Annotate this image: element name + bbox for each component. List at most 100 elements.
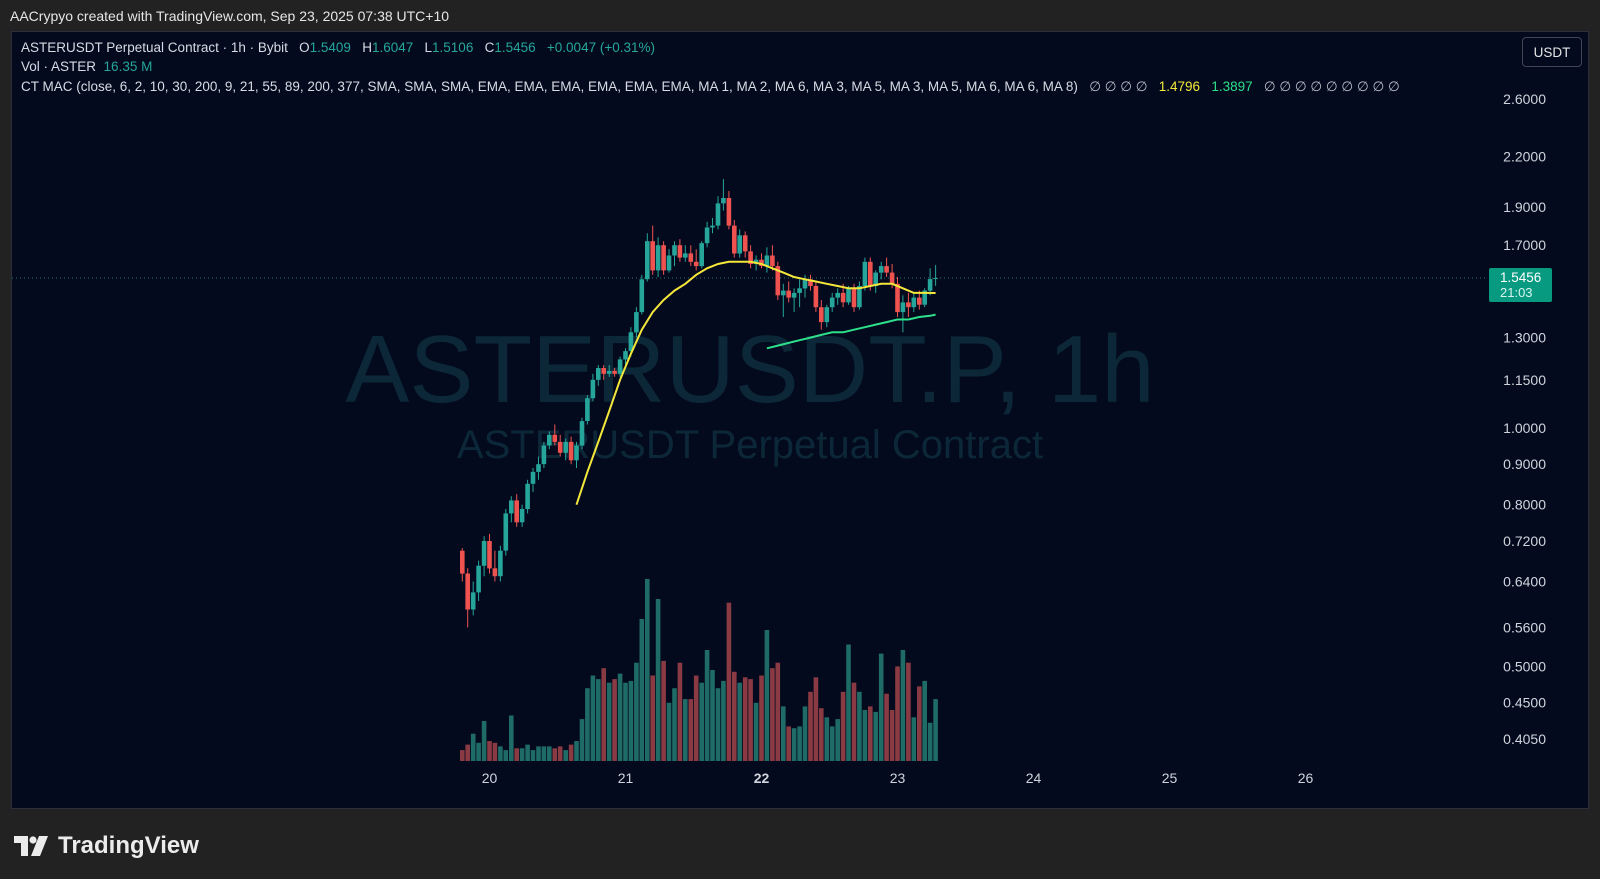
candle [503, 509, 509, 556]
y-tick-label: 1.7000 [1503, 237, 1546, 253]
volume-legend[interactable]: Vol · ASTER 16.35 M [21, 59, 152, 74]
indicator-legend[interactable]: CT MAC (close, 6, 2, 10, 30, 200, 9, 21,… [21, 79, 1400, 95]
volume-bar [612, 679, 617, 761]
volume-bar [693, 675, 699, 761]
candle [574, 441, 579, 468]
bar-countdown: 21:03 [1500, 285, 1533, 300]
candle-body [606, 370, 612, 374]
volume-bar [933, 699, 938, 761]
ma-green-line [766, 313, 936, 350]
symbol-title[interactable]: ASTERUSDT Perpetual Contract · 1h · Bybi… [21, 40, 288, 55]
ma-green-value: 1.3897 [1211, 79, 1253, 94]
candle-body [770, 255, 775, 267]
candle-body [726, 198, 732, 226]
candle-body [791, 292, 797, 298]
volume-bar [541, 746, 547, 761]
candle-body [465, 573, 470, 610]
chart-panel[interactable]: ASTERUSDT.P, 1h ASTERUSDT Perpetual Cont… [11, 31, 1589, 809]
candle-body [775, 266, 781, 296]
candle-body [650, 241, 655, 271]
candle-body [781, 290, 786, 296]
x-tick-label: 20 [482, 770, 498, 786]
candle [775, 261, 781, 300]
volume-bar [536, 746, 541, 761]
candle [476, 560, 481, 601]
volume-bar [552, 748, 558, 761]
candle [661, 241, 666, 275]
candle-body [802, 279, 808, 289]
candle [710, 218, 715, 234]
candle [460, 548, 465, 582]
candle-body [748, 251, 753, 264]
candle-body [878, 266, 884, 273]
candle-body [677, 245, 683, 258]
candle [579, 417, 585, 450]
candlestick-chart[interactable]: ASTERUSDT.P, 1h ASTERUSDT Perpetual Cont… [12, 32, 1588, 808]
volume-bar [742, 677, 748, 761]
volume-bar [645, 579, 650, 761]
volume-bar [519, 748, 525, 761]
last-price-value: 1.5456 [1500, 270, 1541, 285]
candle [557, 434, 563, 457]
candle-body [797, 288, 802, 293]
volume-bar [568, 744, 574, 761]
candle-body [628, 332, 634, 352]
volume-bar [509, 715, 514, 761]
candle [900, 295, 906, 333]
candle [715, 196, 721, 230]
high-value: 1.6047 [371, 40, 414, 55]
volume-bar [639, 619, 645, 761]
candle-body [829, 297, 835, 308]
candle-body [862, 261, 868, 286]
candle [688, 245, 694, 267]
candle-body [753, 259, 759, 264]
volume-bar [579, 719, 585, 761]
candle-body [933, 278, 938, 279]
x-tick-label: 26 [1298, 770, 1314, 786]
volume-bar [895, 666, 900, 761]
volume-bar [813, 677, 819, 761]
volume-bar [688, 699, 694, 761]
volume-bar [878, 653, 884, 761]
currency-button[interactable]: USDT [1522, 37, 1582, 67]
volume-bar [764, 630, 770, 761]
volume-bar [661, 660, 666, 761]
volume-bar [704, 650, 710, 761]
candle [927, 268, 933, 296]
candle-body [672, 245, 677, 256]
candle [487, 533, 492, 574]
volume-bar [906, 662, 911, 761]
candle [677, 239, 683, 262]
candle [759, 253, 764, 269]
candle-body [525, 483, 530, 509]
candle [606, 365, 612, 377]
candle-body [813, 286, 819, 308]
x-tick-label: 25 [1162, 770, 1178, 786]
candle [639, 274, 645, 315]
na-values-before: ∅ ∅ ∅ ∅ [1089, 79, 1148, 94]
candle [541, 441, 547, 468]
volume-bar [786, 726, 791, 761]
candle [721, 179, 726, 211]
candle-body [759, 259, 764, 267]
candle [906, 292, 911, 317]
candle-body [481, 541, 487, 566]
candle [470, 581, 476, 616]
candle [683, 245, 688, 262]
candle [492, 550, 498, 582]
candle [813, 281, 819, 313]
candle [726, 191, 732, 230]
candle [873, 270, 878, 293]
volume-bar [748, 679, 753, 761]
tradingview-logo[interactable]: TradingView [14, 832, 199, 860]
volume-bar [851, 682, 857, 761]
volume-bar [514, 748, 519, 761]
candle-body [868, 261, 873, 286]
candle [590, 373, 596, 402]
candle-body [704, 227, 710, 244]
candle [563, 438, 568, 461]
y-tick-label: 0.5600 [1503, 620, 1546, 636]
x-tick-label: 23 [890, 770, 906, 786]
low-value: 1.5106 [432, 40, 474, 55]
volume-bar [911, 717, 917, 761]
